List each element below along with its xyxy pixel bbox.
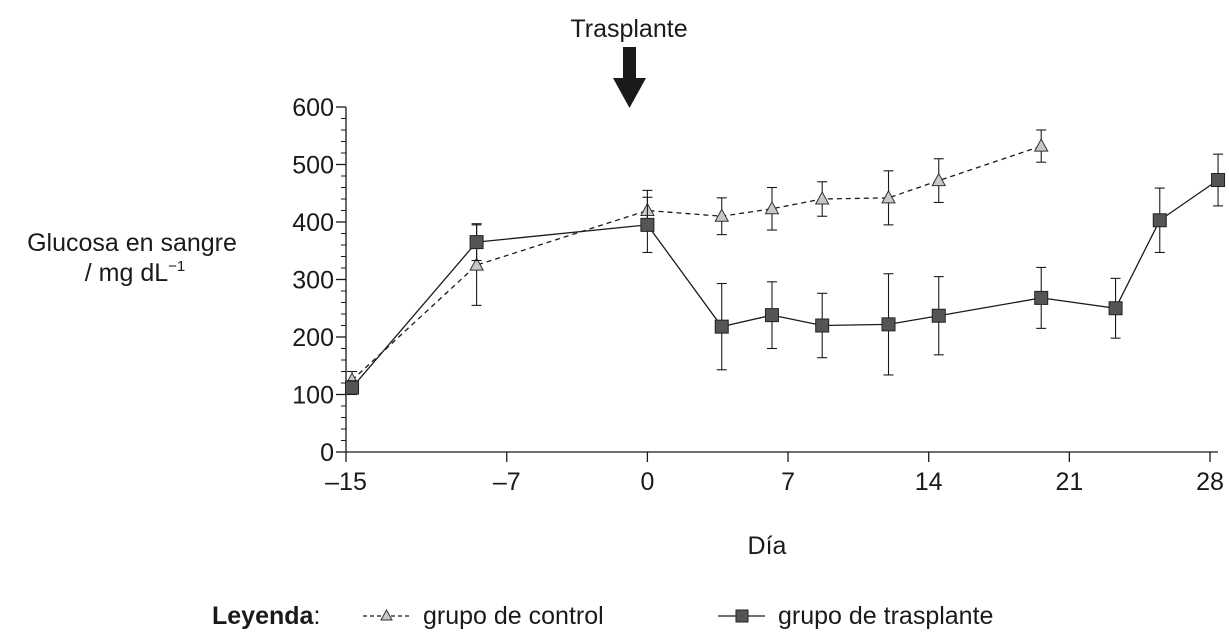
- legend-item-transplant: grupo de trasplante: [718, 602, 993, 630]
- y-tick-label: 600: [292, 94, 334, 122]
- legend-label-transplant: grupo de trasplante: [778, 602, 993, 630]
- data-point-transplant: [815, 318, 830, 333]
- legend-item-control: grupo de control: [363, 602, 604, 630]
- legend-transplant-marker: [735, 609, 749, 623]
- legend-title: Leyenda:: [212, 602, 320, 630]
- y-axis-label: Glucosa en sangre: [27, 229, 237, 257]
- y-axis-unit-text: / mg dL: [85, 259, 168, 287]
- y-tick-label: 200: [292, 324, 334, 352]
- data-point-control: [714, 208, 730, 222]
- x-tick-label: 14: [915, 468, 943, 496]
- series-transplant: [345, 153, 1226, 396]
- data-point-transplant: [469, 235, 484, 250]
- series-line-transplant: [351, 179, 1219, 389]
- data-point-control: [814, 190, 830, 205]
- y-tick-label: 100: [292, 382, 334, 410]
- data-point-transplant: [345, 380, 360, 395]
- data-point-transplant: [714, 319, 729, 334]
- x-axis-label: Día: [748, 532, 787, 560]
- x-tick-label: –7: [493, 468, 521, 496]
- y-tick-label: 0: [320, 439, 334, 467]
- y-axis-unit-superscript: −1: [168, 258, 185, 275]
- data-point-control: [1033, 138, 1049, 152]
- series-line-control: [351, 145, 1042, 381]
- plot-area: [344, 129, 1226, 396]
- x-tick-label: 7: [781, 468, 795, 496]
- series-control: [344, 129, 1049, 390]
- data-point-control: [931, 172, 947, 187]
- annotation-label: Trasplante: [570, 15, 687, 43]
- legend-label-control: grupo de control: [423, 602, 604, 630]
- legend: Leyenda: grupo de control grupo de trasp…: [212, 602, 993, 630]
- legend-control-marker: [380, 608, 393, 621]
- data-point-control: [764, 200, 780, 215]
- data-point-transplant: [931, 308, 946, 323]
- data-point-transplant: [1211, 173, 1226, 188]
- data-point-control: [469, 257, 484, 271]
- x-tick-label: 28: [1196, 468, 1224, 496]
- legend-title-colon: :: [313, 602, 320, 630]
- x-tick-label: 21: [1055, 468, 1083, 496]
- y-axis-unit: / mg dL−1: [85, 258, 185, 287]
- x-tick-label: 0: [640, 468, 654, 496]
- y-tick-label: 300: [292, 267, 334, 295]
- data-point-transplant: [640, 217, 655, 232]
- annotation-arrow: [613, 47, 646, 108]
- x-tick-label: –15: [325, 468, 367, 496]
- y-axis: 0 100 200 300 400 500 600: [292, 94, 347, 467]
- data-point-transplant: [881, 317, 896, 332]
- data-point-transplant: [1034, 290, 1049, 305]
- legend-title-text: Leyenda: [212, 602, 315, 630]
- data-point-transplant: [1152, 213, 1167, 228]
- data-point-transplant: [1108, 301, 1123, 316]
- y-tick-label: 500: [292, 152, 334, 180]
- x-axis: –15 –7 0 7 14 21 28: [325, 451, 1224, 496]
- data-point-transplant: [764, 308, 779, 323]
- y-tick-label: 400: [292, 209, 334, 237]
- data-point-control: [881, 189, 896, 204]
